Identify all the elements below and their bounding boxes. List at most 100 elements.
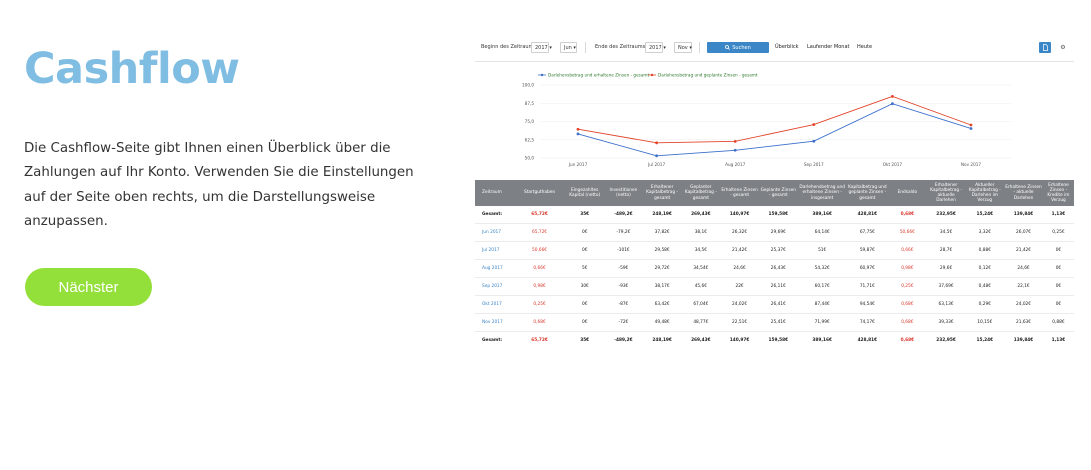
column-header[interactable]: Endsaldo — [888, 180, 927, 206]
table-cell: 428,81€ — [846, 331, 888, 347]
start-year-value: 2017 — [535, 45, 548, 51]
table-cell: 48,77€ — [681, 313, 721, 332]
table-cell: 24,02€ — [720, 295, 759, 314]
period-link[interactable]: Jun 2017 — [475, 223, 514, 243]
column-header[interactable]: Erhaltene Zinsen - Kredite im Verzug — [1042, 180, 1074, 206]
y-tick-label: 50,0 — [525, 156, 535, 161]
period-link[interactable]: Okt 2017 — [475, 295, 514, 314]
period-link[interactable]: Jul 2017 — [475, 241, 514, 261]
table-cell: 0,68€ — [888, 295, 927, 314]
table-cell: 34,5€ — [681, 241, 721, 261]
table-cell: 24,6€ — [1004, 259, 1043, 279]
data-point — [655, 141, 658, 145]
search-icon — [725, 45, 731, 50]
period-link[interactable]: Aug 2017 — [475, 259, 514, 279]
table-cell: 65,72€ — [513, 331, 566, 347]
data-point — [969, 127, 973, 130]
column-header[interactable]: Erhaltene Zinsen - gesamt — [720, 180, 759, 206]
period-link[interactable]: Sep 2017 — [475, 277, 514, 296]
table-cell: 0,25€ — [513, 295, 566, 314]
table-cell: 24,6€ — [720, 259, 759, 279]
table-cell: 0,88€ — [965, 241, 1005, 261]
legend-marker — [650, 73, 654, 77]
table-cell: -72€ — [604, 313, 643, 332]
gear-icon: ⚙ — [1060, 44, 1066, 51]
table-cell: 29,72€ — [642, 259, 682, 279]
data-point — [733, 139, 737, 143]
table-cell: 0€ — [565, 295, 605, 314]
table-cell: 34,5€ — [926, 223, 966, 243]
table-cell: 37,69€ — [926, 277, 966, 296]
table-cell: 24,02€ — [1004, 295, 1043, 314]
table-cell: 0,25€ — [1042, 223, 1074, 243]
table-cell: -101€ — [604, 241, 643, 261]
table-cell: 87,44€ — [797, 295, 847, 314]
column-header[interactable]: Investitionen (netto) — [604, 180, 643, 206]
start-year-select[interactable]: 2017 ▾ — [531, 42, 552, 53]
column-header[interactable]: Erhaltener Kapitalbetrag - aktuelle Darl… — [926, 180, 966, 206]
data-point — [969, 123, 973, 127]
search-button[interactable]: Suchen — [707, 42, 769, 53]
column-header[interactable]: Geplante Zinsen - gesamt — [758, 180, 798, 206]
y-tick-label: 75,0 — [525, 119, 535, 124]
end-year-select[interactable]: 2017 ▾ — [645, 42, 666, 53]
start-month-select[interactable]: Jun ▾ — [560, 42, 577, 53]
table-cell: 159,58€ — [758, 331, 798, 347]
column-header[interactable]: Darlehensbetrag und erhaltene Zinsen - i… — [797, 180, 847, 206]
chevron-down-icon: ▾ — [687, 45, 692, 51]
column-header[interactable]: Aktueller Kapitalbetrag - Darlehen im Ve… — [965, 180, 1005, 206]
column-header[interactable]: Kapitalbetrag und geplante Zinsen - gesa… — [846, 180, 888, 206]
period-link[interactable]: Nov 2017 — [475, 313, 514, 332]
table-cell: 232,95€ — [926, 206, 966, 225]
column-header[interactable]: Erhaltener Kapitalbetrag - gesamt — [642, 180, 682, 206]
table-cell: 50,66€ — [888, 223, 927, 243]
end-year-value: 2017 — [649, 45, 662, 51]
column-header[interactable]: Geplanter Kapitalbetrag - gesamt — [681, 180, 721, 206]
table-cell: 0,68€ — [888, 313, 927, 332]
column-header[interactable]: Startguthaben — [513, 180, 566, 206]
y-tick-label: 87,5 — [525, 101, 535, 106]
current-month-button[interactable]: Laufender Monat — [807, 44, 850, 50]
table-cell: 26,32€ — [720, 223, 759, 243]
cashflow-line-chart: Darlehensbetrag und erhaltene Zinsen - g… — [522, 73, 1011, 167]
end-month-value: Nov — [678, 45, 688, 51]
table-cell: 38,17€ — [642, 277, 682, 296]
table-cell: 0€ — [1042, 277, 1074, 296]
column-header[interactable]: Eingezahltes Kapital (netto) — [565, 180, 605, 206]
data-point — [812, 139, 816, 143]
settings-button[interactable]: ⚙ — [1057, 42, 1069, 53]
today-button[interactable]: Heute — [857, 44, 873, 50]
total-label: Gesamt: — [475, 206, 514, 225]
table-cell: 28,7€ — [926, 241, 966, 261]
table-cell: 65,72€ — [513, 223, 566, 243]
table-cell: 0,48€ — [965, 277, 1005, 296]
table-cell: 21,63€ — [1004, 313, 1043, 332]
legend-label-2: Darlehensbetrag und geplante Zinsen - ge… — [658, 73, 758, 78]
table-cell: -489,2€ — [604, 206, 643, 225]
next-button[interactable]: Nächster — [25, 268, 152, 306]
table-cell: 0,98€ — [888, 259, 927, 279]
table-cell: 26,11€ — [758, 277, 798, 296]
column-header[interactable]: Erhaltene Zinsen - aktuelle Darlehen — [1004, 180, 1043, 206]
table-cell: 269,43€ — [681, 206, 721, 225]
end-month-select[interactable]: Nov ▾ — [674, 42, 692, 53]
overview-button[interactable]: Überblick — [775, 44, 799, 50]
chevron-down-icon: ▾ — [661, 45, 666, 51]
export-button[interactable] — [1039, 42, 1051, 53]
table-cell: 389,16€ — [797, 206, 847, 225]
table-cell: 51€ — [797, 241, 847, 261]
table-cell: 15,24€ — [965, 206, 1005, 225]
table-cell: 25,37€ — [758, 241, 798, 261]
chevron-down-icon: ▾ — [547, 45, 552, 51]
table-cell: -59€ — [604, 259, 643, 279]
column-header[interactable]: Zeitraum — [475, 180, 514, 206]
data-point — [891, 102, 894, 106]
table-cell: 30€ — [565, 277, 605, 296]
data-point — [733, 148, 737, 152]
table-cell: 0€ — [565, 241, 605, 261]
table-cell: 26,41€ — [758, 295, 798, 314]
table-row: Jul 2017 50,66€ 0€ -101€ 29,58€ 34,5€ 21,42€ 25… — [475, 241, 1074, 261]
table-cell: 0,68€ — [513, 313, 566, 332]
table-cell: 71,71€ — [846, 277, 888, 296]
data-point — [891, 94, 894, 98]
